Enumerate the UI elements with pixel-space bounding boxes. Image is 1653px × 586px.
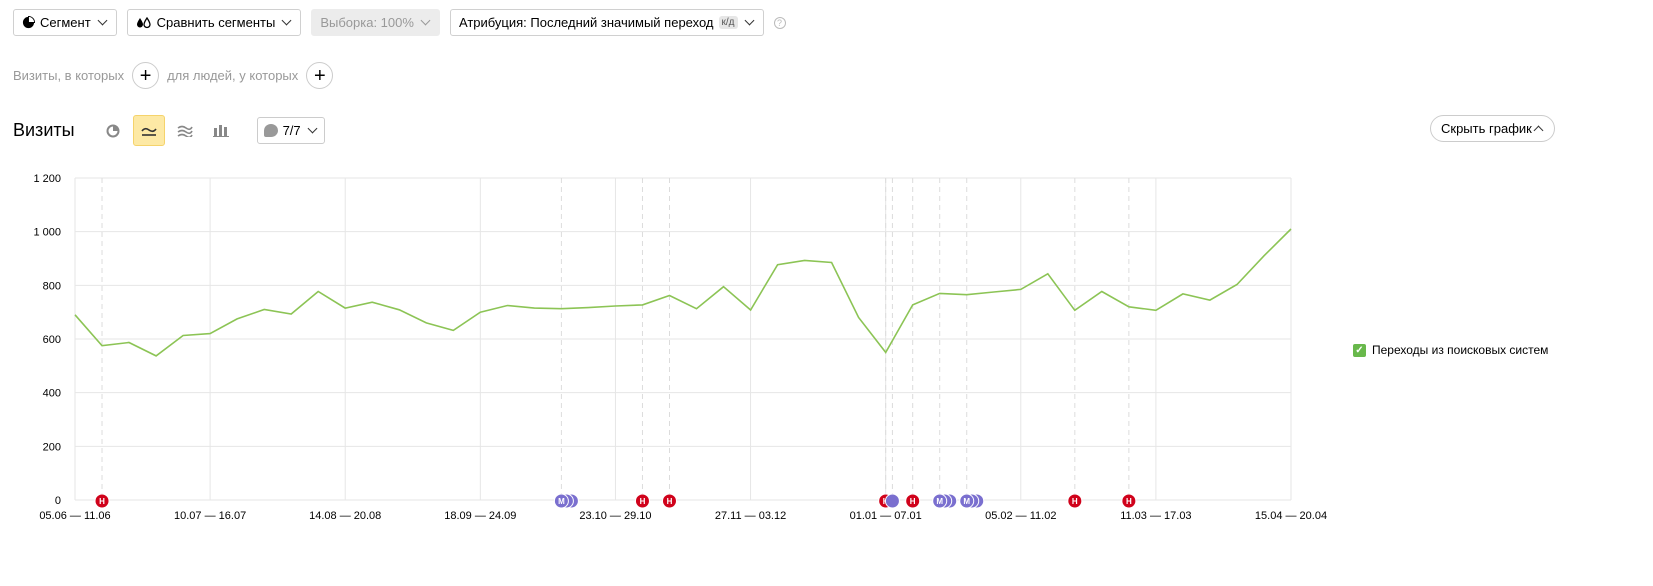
series-line	[74, 228, 1292, 357]
add-visit-condition-button[interactable]: +	[132, 62, 160, 89]
area-chart-view-icon[interactable]	[169, 115, 201, 146]
chevron-down-icon	[97, 15, 108, 26]
chart-title: Визиты	[13, 120, 75, 140]
attribution-badge: к/д	[718, 16, 738, 29]
x-tick-label: 23.10 — 29.10	[579, 510, 651, 522]
chevron-down-icon	[744, 15, 754, 26]
note-marker-red	[905, 493, 921, 509]
pie-chart-view-icon[interactable]	[97, 115, 129, 146]
top-toolbar: Сегмент Сравнить сегменты Выборка: 100% …	[13, 9, 786, 36]
note-marker-purple	[884, 493, 900, 509]
note-marker-label: Н	[1072, 497, 1078, 506]
checkbox-checked-icon[interactable]: ✓	[1353, 343, 1366, 357]
note-marker-label: М	[936, 497, 943, 506]
x-tick-label: 14.08 — 20.08	[309, 510, 381, 522]
compare-label: Сравнить сегменты	[156, 15, 276, 30]
x-tick-label: 10.07 — 16.07	[174, 510, 246, 522]
y-tick-label: 1 000	[33, 227, 61, 239]
x-tick-label: 18.09 — 24.09	[444, 510, 516, 522]
note-marker-red	[94, 493, 110, 509]
comment-icon	[263, 124, 278, 137]
line-chart-view-icon[interactable]	[132, 115, 165, 146]
notes-count: 7/7	[282, 123, 301, 138]
add-people-condition-button[interactable]: +	[306, 62, 334, 89]
note-marker-red	[1067, 493, 1083, 509]
y-tick-label: 800	[43, 280, 61, 292]
hide-chart-button[interactable]: Скрыть график	[1430, 115, 1555, 142]
x-tick-label: 05.02 — 11.02	[985, 510, 1056, 522]
y-tick-label: 1 200	[33, 173, 61, 185]
attribution-label: Атрибуция: Последний значимый переход	[458, 15, 714, 30]
x-tick-label: 11.03 — 17.03	[1120, 510, 1191, 522]
x-tick-label: 05.06 — 11.06	[39, 510, 110, 522]
y-tick-label: 0	[55, 495, 61, 507]
note-marker-label: М	[963, 497, 970, 506]
chart-legend[interactable]: ✓ Переходы из поисковых систем	[1353, 343, 1548, 357]
segment-button[interactable]: Сегмент	[13, 9, 117, 36]
note-marker-purple	[959, 493, 975, 509]
y-tick-label: 600	[43, 334, 61, 346]
chevron-up-icon	[1533, 125, 1544, 135]
bar-chart-view-icon[interactable]	[205, 115, 237, 146]
note-marker-label: Н	[667, 497, 673, 506]
note-marker-label: Н	[910, 497, 916, 506]
note-marker-label: Н	[99, 497, 105, 506]
attribution-button[interactable]: Атрибуция: Последний значимый переход к/…	[449, 9, 764, 36]
chart-header: Визиты 7/7	[13, 115, 325, 146]
hide-chart-label: Скрыть график	[1441, 121, 1532, 136]
note-marker-red	[634, 493, 650, 509]
note-marker-red	[1121, 493, 1137, 509]
compare-segments-button[interactable]: Сравнить сегменты	[126, 9, 302, 36]
help-icon[interactable]: ?	[773, 16, 786, 29]
legend-label: Переходы из поисковых систем	[1372, 343, 1549, 357]
x-tick-label: 15.04 — 20.04	[1255, 510, 1327, 522]
note-marker-red	[661, 493, 677, 509]
visits-filter-label: Визиты, в которых	[13, 68, 125, 83]
people-filter-label: для людей, у которых	[167, 68, 299, 83]
visits-line-chart: 1 200 1 000 800 600 400 200 0 05.06 — 11.06 10.0…	[33, 173, 1327, 522]
segment-label: Сегмент	[40, 15, 91, 30]
y-tick-label: 400	[43, 388, 61, 400]
note-marker-purple	[553, 493, 569, 509]
chevron-down-icon	[420, 15, 431, 26]
x-tick-label: 01.01 — 07.01	[850, 510, 922, 522]
x-tick-label: 27.11 — 03.12	[715, 510, 786, 522]
notes-button[interactable]: 7/7	[256, 117, 325, 144]
note-marker-label: М	[558, 497, 565, 506]
chevron-down-icon	[307, 123, 318, 134]
drops-icon	[136, 16, 151, 29]
note-marker-label: Н	[640, 497, 646, 506]
sample-label: Выборка: 100%	[320, 15, 414, 30]
y-tick-label: 200	[43, 441, 61, 453]
pie-icon	[22, 16, 35, 29]
note-marker-purple	[932, 493, 948, 509]
chevron-down-icon	[281, 15, 292, 26]
filters-row: Визиты, в которых + для людей, у которых…	[13, 62, 334, 89]
note-marker-label: Н	[1126, 497, 1132, 506]
sample-button[interactable]: Выборка: 100%	[311, 9, 440, 36]
